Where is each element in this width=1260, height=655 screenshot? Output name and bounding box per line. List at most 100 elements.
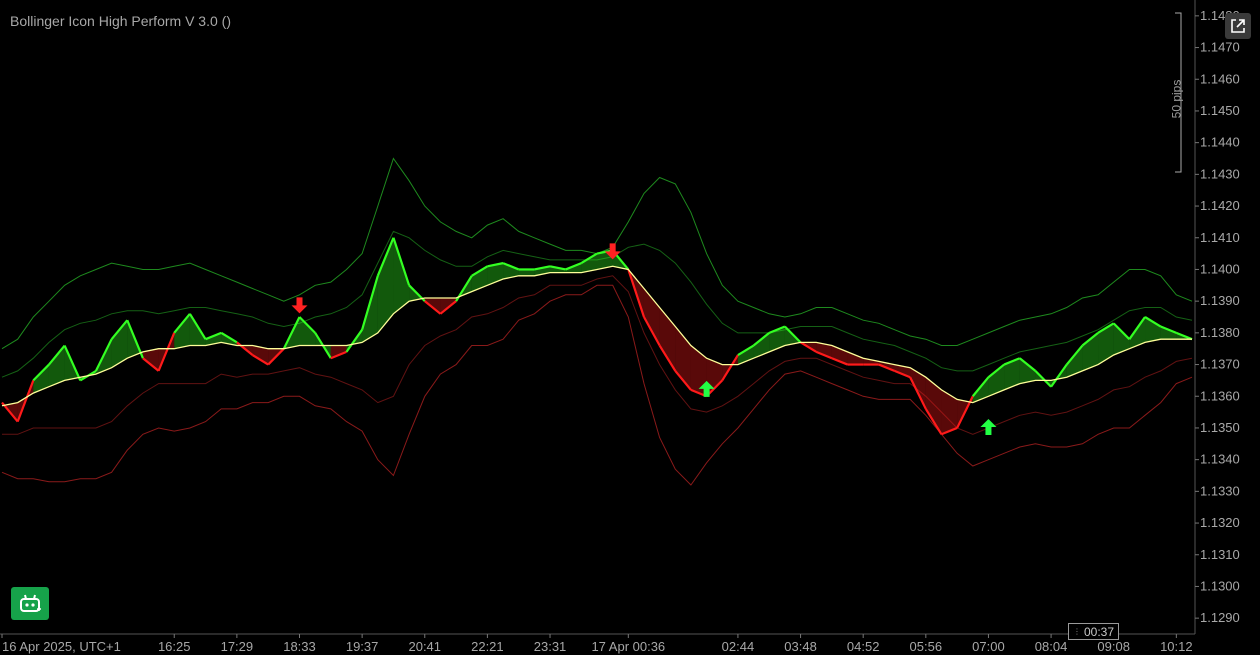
trend-fill-segment [48, 345, 65, 387]
price-segment [205, 331, 222, 341]
lower-band-inner-line [2, 275, 1193, 435]
price-tick-label: 1.1400 [1200, 261, 1240, 276]
price-segment [424, 300, 442, 315]
price-segment [1175, 331, 1193, 341]
trend-fill-segment [174, 313, 190, 349]
expand-button[interactable] [1225, 13, 1251, 39]
trend-fill-segment [534, 266, 551, 276]
trend-fill-segment [1113, 323, 1130, 356]
price-segment [1128, 316, 1146, 340]
price-segment [878, 363, 895, 372]
price-tick-label: 1.1380 [1200, 325, 1240, 340]
price-segment [282, 316, 301, 350]
price-segment [471, 265, 488, 277]
price-segment [580, 252, 598, 265]
price-segment [487, 262, 504, 268]
price-segment [392, 237, 411, 286]
price-segment [549, 265, 566, 271]
price-segment [188, 313, 207, 340]
price-tick-label: 1.1350 [1200, 420, 1240, 435]
candle-countdown: ⋮ 00:37 [1068, 623, 1120, 640]
price-segment [32, 363, 50, 382]
price-segment [1034, 370, 1052, 388]
pips-scale-bracket [1175, 12, 1182, 173]
price-segment [173, 313, 191, 334]
time-axis-ticks: 16 Apr 2025, UTC+1 16:25 17:29 18:33 19:37 20… [1, 634, 1193, 654]
time-tick-label: 20:41 [408, 639, 441, 654]
trend-fill-segment [581, 253, 597, 273]
time-tick-label: 22:21 [471, 639, 504, 654]
price-segment [1019, 357, 1037, 372]
trend-fill-segment [1129, 317, 1146, 349]
price-segment [1081, 331, 1099, 347]
signal-arrows-layer [291, 243, 997, 435]
time-tick-label: 17 Apr 00:36 [591, 639, 665, 654]
price-segment [941, 426, 958, 436]
trend-fill-layer [2, 237, 1192, 435]
price-segment [236, 341, 254, 356]
price-segment [345, 329, 364, 353]
price-tick-label: 1.1450 [1200, 103, 1240, 118]
lower-band-outer-line [1, 284, 1193, 486]
price-tick-label: 1.1300 [1200, 578, 1240, 593]
price-axis-ticks: 1.14801.14701.14601.14501.14401.14301.14… [1195, 8, 1240, 625]
robot-button[interactable] [11, 587, 49, 620]
price-segment [627, 269, 646, 318]
trend-fill-segment [988, 364, 1005, 397]
time-tick-label: 02:44 [722, 639, 755, 654]
price-tick-label: 1.1470 [1200, 40, 1240, 55]
price-tick-label: 1.1390 [1200, 293, 1240, 308]
trend-fill-segment [816, 342, 832, 359]
price-segment [48, 344, 66, 366]
indicator-title: Bollinger Icon High Perform V 3.0 () [10, 13, 231, 29]
price-segment [1097, 322, 1115, 334]
price-tick-label: 1.1460 [1200, 71, 1240, 86]
price-segment [376, 237, 395, 277]
time-tick-label: 07:00 [972, 639, 1005, 654]
price-tick-label: 1.1430 [1200, 166, 1240, 181]
buy-signal-arrow [698, 380, 715, 397]
price-tick-label: 1.1370 [1200, 357, 1240, 372]
trend-fill-segment [205, 332, 222, 346]
trend-fill-segment [252, 345, 269, 365]
price-tick-label: 1.1320 [1200, 515, 1240, 530]
time-tick-label: 23:31 [534, 639, 567, 654]
trend-fill-segment [377, 237, 394, 333]
pips-scale-label: 50 pips [1169, 79, 1184, 119]
trend-fill-segment [753, 332, 770, 359]
external-link-icon [1231, 19, 1245, 33]
price-segment [784, 325, 802, 344]
price-segment [439, 300, 457, 315]
price-segment [1112, 322, 1131, 340]
price-segment [16, 380, 35, 423]
price-segment [643, 316, 661, 347]
trend-fill-segment [1098, 323, 1114, 365]
price-segment [330, 350, 347, 360]
price-segment [1050, 363, 1068, 388]
price-segment [63, 345, 82, 381]
price-segment [267, 347, 285, 366]
price-segment [737, 344, 755, 356]
time-tick-label: 08:04 [1035, 639, 1068, 654]
trend-fill-segment [847, 351, 864, 365]
trend-fill-segment [33, 364, 49, 394]
trend-fill-segment [941, 389, 958, 435]
price-tick-label: 1.1420 [1200, 198, 1240, 213]
time-tick-label: 09:08 [1097, 639, 1130, 654]
price-segment [157, 332, 176, 372]
price-segment [565, 262, 582, 271]
trend-fill-segment [142, 348, 159, 371]
trend-fill-segment [659, 307, 676, 371]
trend-fill-segment [863, 358, 879, 365]
price-segment [502, 262, 520, 271]
price-segment [752, 331, 770, 347]
robot-icon [20, 594, 41, 612]
bollinger-bands-layer [1, 157, 1193, 486]
trend-fill-segment [503, 263, 519, 279]
trend-fill-segment [1066, 345, 1083, 378]
price-segment [94, 338, 113, 372]
time-tick-label: 10:12 [1160, 639, 1193, 654]
price-tick-label: 1.1310 [1200, 547, 1240, 562]
trend-fill-segment [487, 263, 504, 286]
